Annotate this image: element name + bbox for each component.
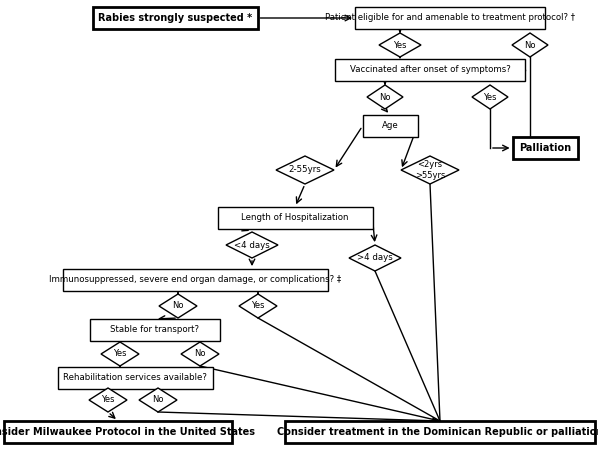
Text: Yes: Yes <box>483 93 497 102</box>
FancyBboxPatch shape <box>90 319 220 341</box>
Text: Patient eligible for and amenable to treatment protocol? †: Patient eligible for and amenable to tre… <box>325 14 575 22</box>
Polygon shape <box>367 85 403 109</box>
Polygon shape <box>349 245 401 271</box>
Polygon shape <box>512 33 548 57</box>
Polygon shape <box>101 342 139 366</box>
Text: <2yrs
>55yrs: <2yrs >55yrs <box>415 160 445 180</box>
Polygon shape <box>226 232 278 258</box>
Text: No: No <box>379 93 390 102</box>
FancyBboxPatch shape <box>362 115 417 137</box>
FancyBboxPatch shape <box>285 421 595 443</box>
Text: 2-55yrs: 2-55yrs <box>289 166 321 175</box>
FancyBboxPatch shape <box>63 269 328 291</box>
Text: Yes: Yes <box>393 40 407 50</box>
Polygon shape <box>159 294 197 318</box>
Polygon shape <box>89 388 127 412</box>
Polygon shape <box>276 156 334 184</box>
Polygon shape <box>401 156 459 184</box>
Polygon shape <box>139 388 177 412</box>
FancyBboxPatch shape <box>4 421 232 443</box>
FancyBboxPatch shape <box>93 7 258 29</box>
Text: Yes: Yes <box>251 302 265 310</box>
Polygon shape <box>472 85 508 109</box>
Text: Rehabilitation services available?: Rehabilitation services available? <box>63 374 207 382</box>
Text: <4 days: <4 days <box>234 240 270 249</box>
Text: Consider Milwaukee Protocol in the United States: Consider Milwaukee Protocol in the Unite… <box>0 427 255 437</box>
FancyBboxPatch shape <box>512 137 578 159</box>
Text: No: No <box>194 350 206 359</box>
Text: No: No <box>152 396 164 405</box>
FancyBboxPatch shape <box>355 7 545 29</box>
FancyBboxPatch shape <box>57 367 212 389</box>
Text: No: No <box>172 302 184 310</box>
Text: Immunosuppressed, severe end organ damage, or complications? ‡: Immunosuppressed, severe end organ damag… <box>49 275 341 284</box>
Text: Palliation: Palliation <box>519 143 571 153</box>
Text: Yes: Yes <box>101 396 115 405</box>
Text: >4 days: >4 days <box>357 253 393 262</box>
Text: Vaccinated after onset of symptoms?: Vaccinated after onset of symptoms? <box>350 66 510 75</box>
Text: Age: Age <box>382 122 398 130</box>
Polygon shape <box>379 33 421 57</box>
Text: Length of Hospitalization: Length of Hospitalization <box>241 213 349 222</box>
FancyBboxPatch shape <box>218 207 373 229</box>
Text: Consider treatment in the Dominican Republic or palliation: Consider treatment in the Dominican Repu… <box>277 427 598 437</box>
Text: Stable for transport?: Stable for transport? <box>111 325 200 334</box>
Polygon shape <box>181 342 219 366</box>
Text: No: No <box>524 40 536 50</box>
FancyBboxPatch shape <box>335 59 525 81</box>
Text: Rabies strongly suspected *: Rabies strongly suspected * <box>98 13 252 23</box>
Polygon shape <box>239 294 277 318</box>
Text: Yes: Yes <box>113 350 127 359</box>
